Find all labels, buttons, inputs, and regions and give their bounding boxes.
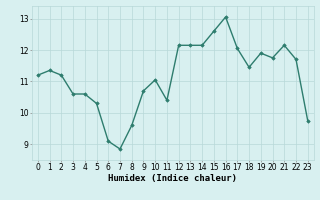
X-axis label: Humidex (Indice chaleur): Humidex (Indice chaleur): [108, 174, 237, 183]
